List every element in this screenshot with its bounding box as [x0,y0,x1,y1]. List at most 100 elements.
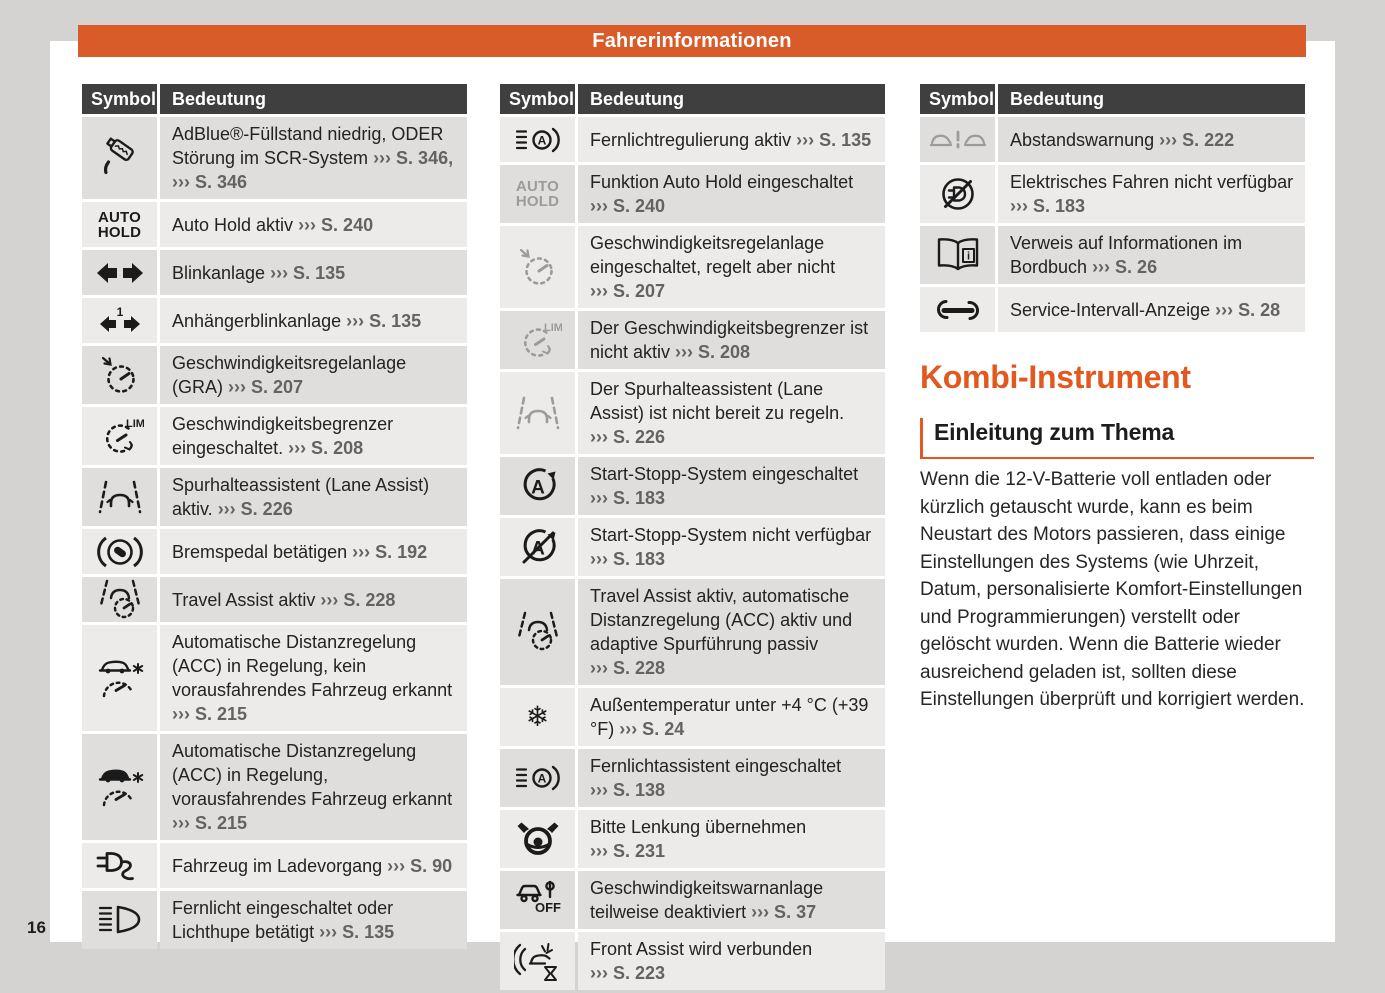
meaning-text: Blinkanlage ››› S. 135 [172,262,346,283]
start-stop-off-icon: A [517,526,559,568]
table-row: i Verweis auf Informationen im Bordbuch ›… [920,226,1305,284]
cruise-control-icon [98,353,142,397]
meaning-text: Bitte Lenkung übernehmen ››› S. 231 [590,817,807,861]
page-reference: ››› S. 240 [298,214,374,235]
symbol-cell: OFF [500,871,575,929]
distance-warning-icon [929,128,987,152]
page-reference: ››› S. 37 [751,902,817,922]
symbol-cell [920,165,995,223]
table-row: AUTO HOLD Funktion Auto Hold eingeschaltet… [500,165,885,223]
symbol-cell: A [500,117,575,162]
meaning-text: Elektrisches Fahren nicht verfügbar ››› … [1010,172,1294,216]
charging-cable-icon [95,849,145,883]
meaning-cell: Fahrzeug im Ladevorgang ››› S. 90 [160,843,467,888]
svg-text:LIM: LIM [544,322,562,334]
meaning-cell: Geschwindigkeitsbegrenzer eingeschaltet.… [160,407,467,465]
symbol-cell: AUTO HOLD [500,165,575,223]
meaning-cell: AdBlue®-Füllstand niedrig, ODER Störung … [160,117,467,199]
speed-warning-off-icon: OFF [515,879,561,921]
meaning-cell: Auto Hold aktiv ››› S. 240 [160,202,467,247]
page-reference: ››› S. 208 [288,438,364,458]
acc-no-vehicle-icon [95,657,145,699]
table-row: Elektrisches Fahren nicht verfügbar ››› … [920,165,1305,223]
table-row: OFF Geschwindigkeitswarnanlage teilweise … [500,871,885,929]
column-header-meaning: Bedeutung [578,84,885,114]
table-row: Front Assist wird verbunden ››› S. 223 [500,932,885,990]
svg-text:OFF: OFF [535,900,561,915]
symbol-cell: A [500,457,575,515]
meaning-text: Geschwindigkeitsregelanlage eingeschalte… [590,233,836,301]
adblue-level-icon [97,135,143,181]
page-reference: ››› S. 90 [387,855,453,876]
auto-hold-icon: AUTO HOLD [97,208,142,241]
high-beam-icon [97,904,143,936]
table-row: LIM Der Geschwindigkeitsbegrenzer ist nic… [500,311,885,369]
meaning-text: Fahrzeug im Ladevorgang ››› S. 90 [172,855,453,876]
table-row: AUTO HOLD Auto Hold aktiv ››› S. 240 [82,202,467,247]
symbol-cell [500,226,575,308]
page-reference: ››› S. 192 [352,541,428,562]
symbol-cell: 1 [82,298,157,343]
symbol-cell: AUTO HOLD [82,202,157,247]
trailer-turn-signals-icon: 1 [96,306,144,336]
meaning-text: Geschwindigkeitswarnanlage teilweise dea… [590,878,824,922]
meaning-cell: Automatische Distanzregelung (ACC) in Re… [160,734,467,840]
meaning-text: Travel Assist aktiv ››› S. 228 [172,589,396,610]
chapter-banner: Fahrerinformationen [78,25,1306,57]
page-reference: ››› S. 223 [590,963,666,983]
meaning-cell: Travel Assist aktiv ››› S. 228 [160,577,467,622]
table-row: Bitte Lenkung übernehmen ››› S. 231 [500,810,885,868]
symbol-cell [500,579,575,685]
page-reference: ››› S. 240 [590,196,666,216]
travel-assist-icon [96,579,144,621]
symbol-cell [500,932,575,990]
symbol-cell: i [920,226,995,284]
start-stop-icon: A [517,465,559,507]
table-row: A Start-Stopp-System eingeschaltet ››› S.… [500,457,885,515]
meaning-cell: Geschwindigkeitswarnanlage teilweise dea… [578,871,885,929]
page-reference: ››› S. 183 [1010,196,1086,216]
page-reference: ››› S. 183 [590,488,666,508]
meaning-cell: Automatische Distanzregelung (ACC) in Re… [160,625,467,731]
symbol-cell: LIM [82,407,157,465]
meaning-cell: Start-Stopp-System eingeschaltet ››› S. … [578,457,885,515]
svg-text:i: i [966,251,969,263]
table-row: 1 Anhängerblinkanlage ››› S. 135 [82,298,467,343]
cruise-control-icon [516,245,560,289]
page-reference: ››› S. 228 [590,658,666,678]
page-reference: ››› S. 346, [373,148,454,168]
table-row: LIM Geschwindigkeitsbegrenzer eingeschalt… [82,407,467,465]
symbol-cell [82,250,157,295]
column-header-symbol: Symbol [82,84,157,114]
meaning-text: Bremspedal betätigen ››› S. 192 [172,541,428,562]
svg-text:1: 1 [116,306,123,319]
symbol-cell: A [500,749,575,807]
meaning-cell: Abstandswarnung ››› S. 222 [998,117,1305,162]
lane-assist-icon [514,395,562,431]
section-subtitle: Einleitung zum Thema [920,418,1314,459]
meaning-cell: Fernlichtregulierung aktiv ››› S. 135 [578,117,885,162]
meaning-text: Start-Stopp-System nicht verfügbar ››› S… [590,525,872,569]
handbook-info-icon: i [933,236,983,274]
travel-assist-icon [514,611,562,653]
meaning-cell: Blinkanlage ››› S. 135 [160,250,467,295]
meaning-text: Geschwindigkeitsregelanlage (GRA) ››› S.… [172,353,407,397]
symbol-cell [82,625,157,731]
table-header-row: Symbol Bedeutung [500,84,885,114]
page-reference: ››› S. 226 [590,427,666,447]
table-row: Geschwindigkeitsregelanlage (GRA) ››› S.… [82,346,467,404]
page-reference: ››› S. 207 [590,281,666,301]
page-number: 16 [27,918,46,937]
meaning-text: Verweis auf Informationen im Bordbuch ››… [1010,233,1243,277]
meaning-text: Fernlichtassistent eingeschaltet ››› S. … [590,756,842,800]
table-row: Blinkanlage ››› S. 135 [82,250,467,295]
auto-hold-icon: AUTO HOLD [515,178,560,210]
symbol-cell [82,891,157,949]
meaning-text: Service-Intervall-Anzeige ››› S. 28 [1010,299,1281,320]
symbol-cell [82,843,157,888]
meaning-text: Außentemperatur unter +4 °C (+39 °F) ›››… [590,695,869,739]
acc-vehicle-icon [95,766,145,808]
page-reference: ››› S. 26 [1092,257,1158,277]
meaning-cell: Geschwindigkeitsregelanlage eingeschalte… [578,226,885,308]
steering-takeover-icon [513,820,563,858]
